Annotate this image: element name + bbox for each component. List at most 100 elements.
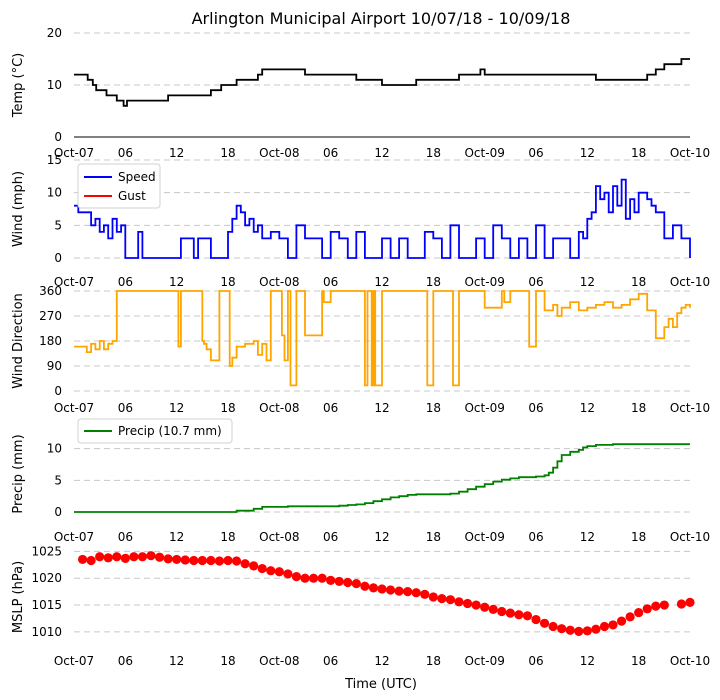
mslp-point [411,588,421,598]
mslp-point [377,584,387,594]
wind-series-line [74,178,691,259]
mslp-point [522,611,533,621]
dir-xtick-label: Oct-09 [464,401,504,415]
mslp-point [223,555,233,566]
mslp-point [317,573,327,583]
temp-xtick-label: 06 [118,146,133,160]
mslp-ytick-label: 1025 [31,544,62,558]
mslp-point [557,624,567,634]
dir-series-line [74,290,691,387]
dir-xtick-label: 06 [528,401,543,415]
mslp-point [685,597,695,607]
mslp-point [659,600,669,610]
wind-xtick-label: Oct-07 [54,275,94,289]
mslp-point [608,620,618,630]
mslp-point [240,559,250,569]
temp-xtick-label: 06 [528,146,543,160]
mslp-point [616,616,627,626]
mslp-point [625,612,635,622]
dir-xtick-label: 12 [169,401,184,415]
precip-ytick-label: 10 [47,442,62,456]
mslp-xtick-label: 12 [374,654,389,668]
precip-ytick-label: 0 [54,505,62,519]
dir-ytick-label: 360 [39,284,62,298]
dir-xtick-label: 18 [220,401,235,415]
temp-series-line [74,58,690,107]
mslp-point [77,554,88,565]
mslp-point [334,576,344,587]
mslp-point [574,626,584,636]
wind-xtick-label: 12 [580,275,595,289]
wind-xtick-label: 06 [118,275,133,289]
wind-xtick-label: 18 [426,275,441,289]
temp-xtick-label: Oct-07 [54,146,94,160]
dir-xtick-label: 12 [580,401,595,415]
wind-xtick-label: Oct-08 [259,275,299,289]
precip-xtick-label: 18 [631,530,646,544]
mslp-point [214,556,225,566]
precip-xtick-label: Oct-09 [464,530,504,544]
dir-xtick-label: 12 [374,401,389,415]
mslp-point [197,555,207,566]
precip-xtick-label: Oct-08 [259,530,299,544]
mslp-point [291,572,302,582]
temp-xtick-label: 06 [323,146,338,160]
dir-ytick-label: 0 [54,384,62,398]
wind-ytick-label: 15 [47,153,62,167]
wind-xtick-label: 18 [631,275,646,289]
mslp-point [300,573,310,583]
temp-ytick-label: 20 [47,26,62,40]
mslp-xtick-label: 06 [528,654,543,668]
precip-xtick-label: 06 [528,530,543,544]
mslp-xtick-label: 18 [631,654,646,668]
mslp-point [283,569,293,579]
dir-xtick-label: 06 [118,401,133,415]
mslp-xtick-label: Oct-07 [54,654,94,668]
mslp-point [591,624,601,634]
mslp-point [565,625,575,635]
wind-xtick-label: 06 [528,275,543,289]
dir-xtick-label: Oct-08 [259,401,299,415]
precip-xtick-label: Oct-07 [54,530,94,544]
temp-xtick-label: Oct-08 [259,146,299,160]
panel-mslp: 1010 1015 1020 1025 MSLP (hPa) Oct-07 06 12 18 Oc… [11,544,710,668]
mslp-point [634,607,644,618]
mslp-point [308,573,319,583]
x-axis-label: Time (UTC) [344,677,417,692]
mslp-point [249,561,259,571]
wind-legend-label: Speed [118,170,156,184]
mslp-point [120,553,130,563]
mslp-point [420,589,430,599]
mslp-xtick-label: Oct-09 [464,654,504,668]
temp-ytick-label: 10 [47,78,62,92]
mslp-xtick-label: 06 [323,654,338,668]
mslp-point [651,601,661,611]
dir-xtick-label: Oct-10 [670,401,710,415]
precip-legend-label: Precip (10.7 mm) [118,424,222,438]
wind-y-axis-label: Wind (mph) [11,171,26,247]
wind-ytick-label: 0 [54,251,62,265]
mslp-point [514,610,524,620]
chart-title: Arlington Municipal Airport 10/07/18 - 1… [192,9,571,28]
mslp-point [154,552,165,562]
dir-xtick-label: 18 [631,401,646,415]
wind-ytick-label: 10 [47,186,62,200]
panel-wind: 0 5 10 15 Wind (mph) Oct-07 06 12 18 Oct-08 06 12 18… [11,153,710,289]
mslp-point [137,552,148,562]
mslp-y-axis-label: MSLP (hPa) [11,561,26,633]
precip-xtick-label: 12 [374,530,389,544]
mslp-point [531,614,541,625]
mslp-point [351,578,361,589]
precip-xtick-label: 06 [323,530,338,544]
panel-dir: 0 90 180 270 360 Wind Direction Oct-07 06 12 18 Oc… [11,284,710,415]
mslp-xtick-label: 06 [118,654,133,668]
mslp-point [403,587,413,597]
dir-xtick-label: Oct-07 [54,401,94,415]
precip-xtick-label: 12 [169,530,184,544]
precip-xtick-label: 18 [426,530,441,544]
dir-y-axis-label: Wind Direction [11,293,26,389]
mslp-point [368,583,379,593]
mslp-point [146,551,156,561]
